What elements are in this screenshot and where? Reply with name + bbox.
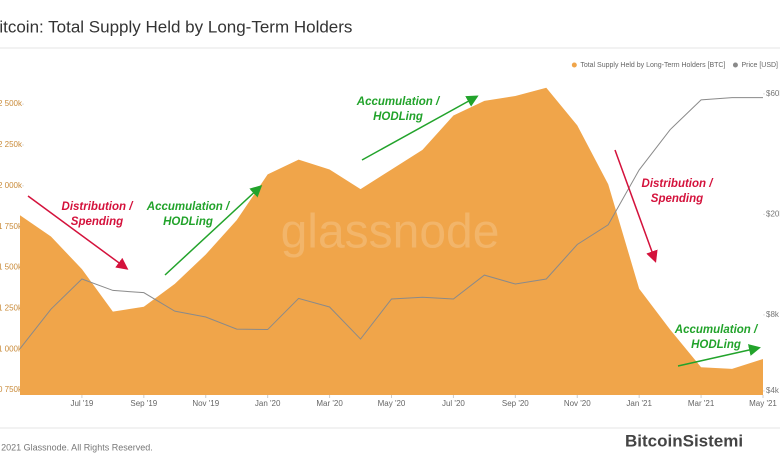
y-tick-label: 10 750k <box>0 385 23 394</box>
annotation: Distribution / <box>62 201 135 213</box>
annotation: HODLing <box>691 339 741 351</box>
y-tick-label: 11 750k <box>0 222 23 231</box>
annotation: Accumulation / <box>674 324 759 336</box>
x-tick-label: Sep '19 <box>130 399 157 408</box>
legend-label: Total Supply Held by Long-Term Holders [… <box>580 62 725 69</box>
y2-tick-label: $8k <box>766 310 780 319</box>
annotation: Spending <box>71 216 123 228</box>
y-tick-label: 11 500k <box>0 263 23 272</box>
arrow <box>614 149 658 263</box>
x-tick-label: Nov '19 <box>192 399 219 408</box>
footer: © 2021 Glassnode. All Rights Reserved. <box>0 442 153 452</box>
line <box>19 97 763 349</box>
legend-label: Price [USD] <box>741 62 778 69</box>
chart-title: Bitcoin: Total Supply Held by Long-Term … <box>0 17 352 36</box>
arrow <box>27 195 129 270</box>
annotation: Accumulation / <box>356 96 441 108</box>
plot: 10 750k 11 000k 11 250k 11 500k 11 750k 12 00… <box>0 87 780 408</box>
badge: BitcoinSistemi <box>625 431 743 450</box>
x-tick-label: Sep '20 <box>502 399 529 408</box>
arrow <box>164 184 263 276</box>
annotation: Spending <box>651 193 703 205</box>
y-tick-label: 12 500k <box>0 99 23 108</box>
x-tick-label: May '21 <box>749 399 777 408</box>
legend-swatch <box>732 62 738 68</box>
annotation: HODLing <box>163 216 213 228</box>
y-tick-label: 12 000k <box>0 181 23 190</box>
annotation: Distribution / <box>642 178 715 190</box>
y2-tick-label: $60k <box>766 89 780 98</box>
x-tick-label: Jan '21 <box>626 399 652 408</box>
y-tick-label: 12 250k <box>0 140 23 149</box>
x-tick-label: Jul '20 <box>442 399 465 408</box>
y-tick-label: 11 000k <box>0 344 23 353</box>
x-tick-label: Mar '21 <box>688 399 715 408</box>
x-tick-label: Nov '20 <box>564 399 591 408</box>
x-tick-label: Mar '20 <box>316 399 343 408</box>
y2-tick-label: $20k <box>766 209 780 218</box>
x-tick-label: Jan '20 <box>255 399 281 408</box>
legend-swatch <box>571 62 577 68</box>
x-tick-label: Jul '19 <box>70 399 93 408</box>
annotation: Accumulation / <box>146 201 231 213</box>
area <box>20 87 763 395</box>
arrow <box>677 344 761 367</box>
y2-tick-label: $4k <box>766 386 780 395</box>
x-tick-label: May '20 <box>378 399 406 408</box>
watermark: glassnode <box>281 206 500 259</box>
arrow <box>361 95 479 161</box>
y-tick-label: 11 250k <box>0 303 23 312</box>
annotation: HODLing <box>373 111 423 123</box>
